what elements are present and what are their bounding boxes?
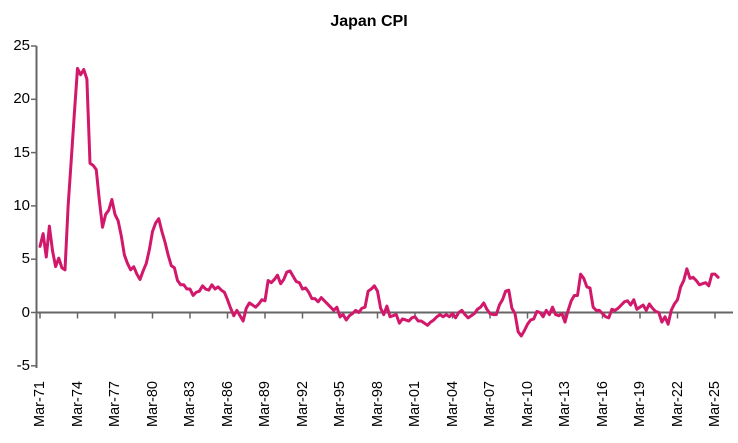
y-tick-label: 25 xyxy=(13,37,30,54)
x-tick-label: Mar-19 xyxy=(632,381,648,427)
y-tick-label: 20 xyxy=(13,90,30,108)
y-tick-label: -5 xyxy=(16,356,30,374)
x-tick-label: Mar-83 xyxy=(182,381,198,427)
y-tick-label: 0 xyxy=(21,303,30,321)
cpi-line xyxy=(38,66,720,338)
chart-title: Japan CPI xyxy=(330,13,408,30)
x-tick-label: Mar-92 xyxy=(294,381,311,427)
y-tick-label: 10 xyxy=(13,196,30,214)
x-tick-label: Mar-89 xyxy=(257,381,273,427)
x-tick-label: Mar-25 xyxy=(707,381,723,427)
x-tick-label: Mar-74 xyxy=(69,381,86,427)
x-tick-label: Mar-13 xyxy=(557,381,573,427)
x-tick-label: Mar-86 xyxy=(219,381,236,427)
x-tick-label: Mar-77 xyxy=(107,381,123,427)
x-tick-label: Mar-01 xyxy=(407,381,423,427)
x-tick-label: Mar-10 xyxy=(519,381,536,427)
x-tick-label: Mar-04 xyxy=(444,381,461,427)
x-tick-label: Mar-71 xyxy=(32,381,48,427)
x-tick-label: Mar-07 xyxy=(482,381,498,427)
x-tick-label: Mar-80 xyxy=(144,381,161,427)
x-tick-label: Mar-22 xyxy=(669,381,686,427)
x-tick-label: Mar-16 xyxy=(594,381,611,427)
y-tick-label: 5 xyxy=(21,250,30,268)
x-tick-label: Mar-98 xyxy=(369,381,386,427)
y-tick-label: 15 xyxy=(13,143,30,161)
x-tick-label: Mar-95 xyxy=(332,381,348,427)
